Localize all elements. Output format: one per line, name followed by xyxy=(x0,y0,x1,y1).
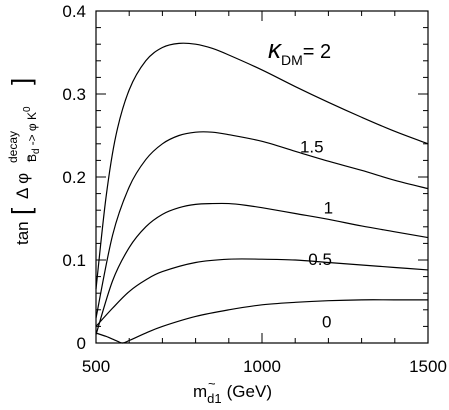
y-axis-label-bracket-left: [ xyxy=(6,207,36,215)
kappa-subscript: DM xyxy=(281,52,303,68)
svg-text:Bd-> φ K0: Bd -> φ K0 xyxy=(22,106,42,162)
kappa-symbol: κ xyxy=(268,34,283,64)
curve-kappa-0 xyxy=(95,299,428,344)
curve-label: 0 xyxy=(322,312,331,331)
curve-labels: 1.5 1 0.5 0 xyxy=(300,137,333,331)
x-axis-label-sub: d1 xyxy=(207,391,221,406)
x-axis-label-accent: ~ xyxy=(208,376,216,391)
y-axis-label-delta-phi: Δ φ xyxy=(13,173,32,199)
y-tick-label: 0.3 xyxy=(62,85,86,104)
y-tick-label: 0.4 xyxy=(62,2,86,21)
y-tick-label: 0.2 xyxy=(62,168,86,187)
curve-kappa-1_5 xyxy=(95,131,429,319)
y-tick-label: 0.1 xyxy=(62,251,86,270)
x-axis-label: md1 (GeV) xyxy=(193,382,272,406)
y-axis-label-sub-rest: d xyxy=(31,148,42,154)
kappa-equals: = 2 xyxy=(303,41,331,63)
curve-kappa-0_5 xyxy=(95,258,429,327)
y-axis-label-bracket-right: ] xyxy=(6,78,36,85)
curve-label: 1 xyxy=(324,199,333,218)
axis-ticks xyxy=(95,10,429,344)
y-axis-label-sup: decay xyxy=(6,131,20,163)
x-tick-label: 1000 xyxy=(243,357,281,376)
x-axis-label-unit: (GeV) xyxy=(227,382,272,401)
x-tick-label: 500 xyxy=(82,357,110,376)
svg-text:Δ φ: Δ φ xyxy=(13,173,32,199)
curve-kappa-1 xyxy=(95,202,429,335)
y-axis-label-arrow-sup: 0 xyxy=(22,106,33,112)
y-axis-label-sub: B xyxy=(25,154,39,162)
y-axis-label-arrow: -> φ K xyxy=(25,112,39,145)
y-axis-label: tan [ Δ φ decay _ Bd -> φ K0 ] xyxy=(6,78,42,245)
y-tick-label: 0 xyxy=(77,334,86,353)
curve-kappa-2 xyxy=(95,42,429,290)
x-tick-label: 1500 xyxy=(409,357,447,376)
x-axis-label-main: m xyxy=(193,382,207,401)
axis-tick-labels: 500 1000 1500 0 0.1 0.2 0.3 0.4 xyxy=(62,2,447,376)
y-axis-label-prefix: tan xyxy=(13,221,32,245)
curve-label: 0.5 xyxy=(308,250,332,269)
kappa-label: κDM= 2 xyxy=(268,34,331,68)
y-axis-label-overline: _ xyxy=(16,155,30,163)
curves xyxy=(95,42,429,344)
curve-label: 1.5 xyxy=(300,137,324,156)
svg-text:tan: tan xyxy=(13,221,32,245)
